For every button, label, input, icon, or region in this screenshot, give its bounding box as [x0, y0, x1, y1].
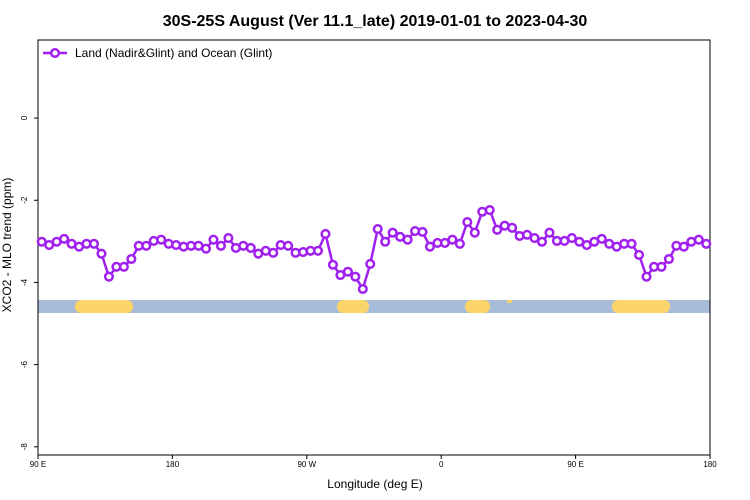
- x-tick-label: 90 E: [30, 460, 46, 469]
- data-point: [484, 205, 495, 216]
- data-point: [103, 271, 114, 282]
- data-point: [492, 224, 503, 235]
- data-point: [380, 236, 391, 247]
- data-point: [365, 258, 376, 269]
- data-point: [454, 238, 465, 249]
- data-point: [223, 232, 234, 244]
- data-point: [402, 234, 413, 245]
- data-point: [656, 261, 667, 272]
- data-point: [626, 238, 637, 249]
- data-point: [387, 227, 398, 238]
- y-tick-label: 0: [20, 115, 29, 120]
- data-point: [342, 266, 353, 277]
- data-point: [327, 259, 338, 270]
- y-tick-label: -2: [20, 196, 29, 204]
- data-point: [693, 234, 704, 245]
- legend-marker: [49, 47, 61, 59]
- data-point: [596, 233, 607, 244]
- x-tick-label: 180: [703, 460, 717, 469]
- data-point: [156, 234, 167, 245]
- land-segment: [612, 300, 670, 313]
- data-point: [507, 222, 518, 233]
- y-tick-label: -4: [20, 278, 29, 286]
- data-point: [663, 253, 674, 265]
- data-point: [96, 248, 107, 259]
- data-point: [268, 247, 279, 258]
- data-point: [634, 249, 645, 260]
- data-point: [641, 271, 652, 282]
- x-tick-label: 180: [166, 460, 180, 469]
- land-ocean-band: [38, 300, 710, 313]
- land-segment: [507, 300, 512, 303]
- data-point: [417, 226, 428, 237]
- data-point: [88, 238, 100, 249]
- x-tick-label: 90 E: [567, 460, 583, 469]
- data-point: [447, 234, 458, 245]
- data-point: [529, 232, 540, 244]
- y-axis-label: XCO2 - MLO trend (ppm): [0, 178, 14, 313]
- data-point: [469, 227, 480, 238]
- land-segment: [337, 300, 369, 313]
- data-point: [141, 240, 152, 251]
- data-point: [215, 240, 226, 251]
- chart-title: 30S-25S August (Ver 11.1_late) 2019-01-0…: [163, 13, 588, 30]
- data-point: [283, 240, 294, 251]
- data-point: [357, 283, 368, 295]
- data-point: [312, 245, 324, 256]
- y-tick-label: -8: [20, 443, 29, 451]
- data-point: [59, 233, 70, 244]
- data-point: [118, 261, 129, 272]
- data-point: [350, 271, 361, 282]
- x-axis-label: Longitude (deg E): [327, 477, 422, 491]
- data-point: [320, 228, 331, 239]
- data-point: [462, 216, 473, 228]
- x-tick-label: 0: [439, 460, 444, 469]
- data-point: [544, 227, 555, 238]
- data-point: [200, 243, 212, 254]
- x-tick-label: 90 W: [297, 460, 316, 469]
- data-point: [566, 232, 577, 244]
- land-segment: [465, 300, 490, 313]
- data-point: [424, 241, 436, 252]
- land-segment: [75, 300, 133, 313]
- data-point: [678, 241, 689, 252]
- data-point: [208, 234, 219, 245]
- y-tick-label: -6: [20, 361, 29, 369]
- data-point: [701, 238, 712, 249]
- data-point: [126, 253, 137, 265]
- ocean-band: [38, 300, 710, 313]
- data-point: [245, 242, 256, 253]
- legend-label: Land (Nadir&Glint) and Ocean (Glint): [75, 46, 272, 60]
- data-point: [372, 223, 383, 235]
- plot-frame: [37, 39, 711, 456]
- data-point: [536, 236, 548, 247]
